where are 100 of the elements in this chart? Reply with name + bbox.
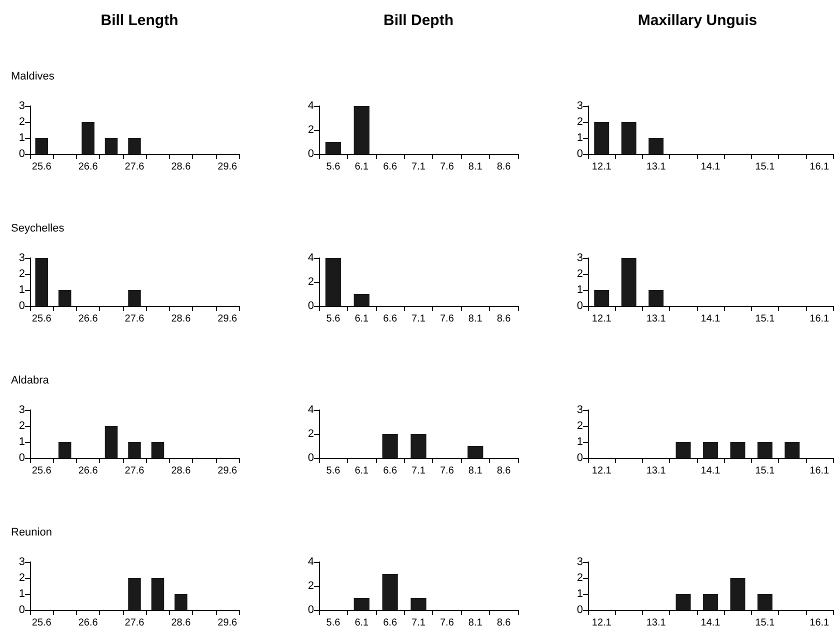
- y-tick-label: 3: [576, 252, 583, 264]
- y-tick-label: 3: [576, 100, 583, 112]
- y-tick-label: 1: [18, 284, 25, 296]
- chart-subtitle: Maldives: [11, 70, 55, 82]
- chart-subtitle: Reunion: [11, 526, 52, 538]
- x-tick-label: 6.1: [354, 162, 370, 172]
- x-tick-label: 28.6: [171, 618, 192, 628]
- chart-subtitle: Aldabra: [11, 374, 50, 386]
- y-tick-label: 3: [576, 556, 583, 568]
- x-tick-label: 27.6: [124, 618, 145, 628]
- x-tick-label: 8.1: [468, 314, 483, 324]
- x-tick-label: 8.6: [496, 314, 512, 324]
- y-tick-label: 2: [308, 276, 314, 288]
- y-tick-label: 2: [308, 124, 314, 136]
- y-tick-label: 4: [308, 556, 314, 568]
- x-tick-label: 16.1: [810, 162, 830, 172]
- y-tick-label: 0: [18, 604, 25, 616]
- x-tick-label: 15.1: [755, 618, 776, 628]
- y-tick-label: 3: [18, 100, 25, 112]
- x-tick-label: 29.6: [218, 162, 238, 172]
- x-tick-label: 26.6: [78, 466, 98, 476]
- y-tick-label: 0: [18, 148, 25, 160]
- y-tick-label: 0: [308, 604, 314, 616]
- x-tick-label: 25.6: [32, 314, 52, 324]
- y-tick-label: 1: [576, 588, 583, 600]
- x-tick-label: 7.6: [440, 162, 454, 172]
- x-tick-label: 7.1: [412, 466, 426, 476]
- chart-subtitle: Seychelles: [11, 222, 65, 234]
- x-tick-label: 5.6: [326, 162, 341, 172]
- x-tick-label: 26.6: [78, 618, 98, 628]
- y-tick-label: 3: [18, 252, 25, 264]
- x-tick-label: 8.6: [496, 466, 512, 476]
- x-tick-label: 25.6: [32, 466, 52, 476]
- y-tick-label: 0: [308, 300, 314, 312]
- x-tick-label: 6.1: [354, 618, 370, 628]
- x-tick-label: 14.1: [700, 162, 721, 172]
- y-tick-label: 1: [576, 436, 583, 448]
- x-tick-label: 6.6: [383, 162, 398, 172]
- x-tick-label: 14.1: [700, 466, 721, 476]
- chart-title: Maxillary Unguis: [638, 12, 758, 29]
- y-tick-label: 2: [576, 116, 583, 128]
- x-tick-label: 15.1: [755, 466, 776, 476]
- x-tick-label: 8.6: [496, 162, 512, 172]
- x-tick-label: 8.1: [468, 618, 483, 628]
- y-tick-label: 1: [18, 436, 25, 448]
- y-tick-label: 2: [576, 572, 583, 584]
- y-tick-label: 0: [308, 148, 314, 160]
- y-tick-label: 1: [18, 588, 25, 600]
- y-tick-label: 2: [576, 268, 583, 280]
- y-tick-label: 4: [308, 252, 314, 264]
- x-tick-label: 12.1: [592, 162, 612, 172]
- x-tick-label: 13.1: [646, 314, 666, 324]
- x-tick-label: 6.1: [354, 314, 370, 324]
- x-tick-label: 6.1: [354, 466, 370, 476]
- x-tick-label: 29.6: [218, 466, 238, 476]
- x-tick-label: 15.1: [755, 314, 776, 324]
- y-tick-label: 0: [576, 604, 583, 616]
- x-tick-label: 5.6: [326, 618, 341, 628]
- x-tick-label: 13.1: [646, 618, 666, 628]
- y-tick-label: 0: [18, 452, 25, 464]
- x-tick-label: 28.6: [171, 466, 192, 476]
- x-tick-label: 12.1: [592, 314, 612, 324]
- x-tick-label: 14.1: [700, 618, 721, 628]
- y-tick-label: 2: [308, 580, 314, 592]
- x-tick-label: 6.6: [383, 466, 398, 476]
- x-tick-label: 15.1: [755, 162, 776, 172]
- x-tick-label: 27.6: [124, 162, 145, 172]
- x-tick-label: 26.6: [78, 162, 98, 172]
- y-tick-label: 2: [18, 420, 25, 432]
- y-tick-label: 1: [576, 132, 583, 144]
- x-tick-label: 7.6: [440, 314, 454, 324]
- y-tick-label: 4: [308, 404, 314, 416]
- x-tick-label: 27.6: [124, 466, 145, 476]
- y-tick-label: 2: [308, 428, 314, 440]
- y-tick-label: 0: [576, 300, 583, 312]
- y-tick-label: 3: [576, 404, 583, 416]
- y-tick-label: 1: [576, 284, 583, 296]
- x-tick-label: 16.1: [810, 466, 830, 476]
- x-tick-label: 29.6: [218, 314, 238, 324]
- x-tick-label: 26.6: [78, 314, 98, 324]
- x-tick-label: 14.1: [700, 314, 721, 324]
- x-tick-label: 6.6: [383, 314, 398, 324]
- y-tick-label: 0: [18, 300, 25, 312]
- chart-title: Bill Depth: [384, 12, 454, 29]
- y-tick-label: 4: [308, 100, 314, 112]
- x-tick-label: 8.6: [496, 618, 512, 628]
- y-tick-label: 0: [308, 452, 314, 464]
- y-tick-label: 0: [576, 148, 583, 160]
- x-tick-label: 7.1: [412, 618, 426, 628]
- x-tick-label: 12.1: [592, 618, 612, 628]
- x-tick-label: 13.1: [646, 466, 666, 476]
- x-tick-label: 7.6: [440, 466, 454, 476]
- x-tick-label: 16.1: [810, 314, 830, 324]
- x-tick-label: 25.6: [32, 618, 52, 628]
- x-tick-label: 28.6: [171, 314, 192, 324]
- y-tick-label: 2: [18, 116, 25, 128]
- x-tick-label: 28.6: [171, 162, 192, 172]
- y-tick-label: 3: [18, 404, 25, 416]
- x-tick-label: 27.6: [124, 314, 145, 324]
- x-tick-label: 12.1: [592, 466, 612, 476]
